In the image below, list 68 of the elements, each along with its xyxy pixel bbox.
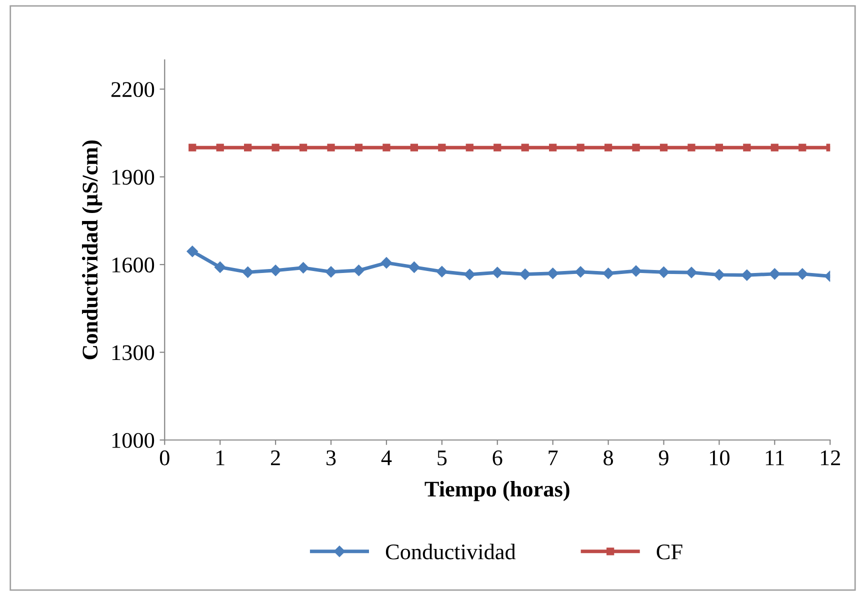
point [325, 266, 337, 278]
point [547, 268, 558, 279]
point [354, 144, 363, 152]
point [382, 144, 390, 152]
point [436, 266, 448, 278]
x-tick-label: 1 [216, 450, 224, 466]
point [298, 262, 309, 274]
x-tick-label: 0 [160, 450, 170, 466]
x-tick-label: 6 [492, 450, 502, 466]
point [714, 269, 725, 280]
x-tick-label: 4 [381, 450, 392, 466]
point [492, 266, 503, 278]
point [244, 144, 252, 152]
point [353, 264, 364, 276]
point [521, 144, 529, 152]
point [186, 246, 198, 258]
point [658, 266, 670, 278]
point [380, 257, 392, 268]
point [686, 266, 698, 278]
point [188, 144, 196, 152]
point [272, 144, 280, 152]
y-tick-label: 2200 [111, 82, 154, 98]
x-axis-title: Tiempo (horas) [424, 480, 570, 502]
point [798, 144, 806, 152]
x-tick-label: 5 [438, 450, 447, 466]
point [743, 144, 751, 152]
point [438, 144, 446, 152]
point [574, 266, 586, 278]
y-tick-label: 1000 [112, 432, 154, 448]
point [327, 144, 335, 152]
point [576, 144, 584, 152]
point [688, 144, 696, 152]
point [604, 144, 612, 152]
y-tick-label: 1900 [112, 170, 154, 185]
point [214, 262, 226, 273]
x-tick-label: 11 [766, 450, 784, 466]
point [769, 268, 780, 280]
point [270, 264, 282, 276]
point [660, 144, 668, 152]
x-tick-label: 10 [710, 450, 730, 466]
y-tick-label: 1600 [112, 258, 154, 272]
point [715, 144, 724, 152]
point [519, 268, 531, 280]
point [242, 266, 254, 278]
point [410, 144, 418, 152]
point [549, 144, 557, 152]
point [216, 144, 224, 152]
legend-label: CF [656, 544, 682, 560]
point [741, 269, 753, 281]
point [299, 144, 308, 152]
x-tick-label: 3 [326, 450, 336, 466]
point [408, 262, 420, 273]
point [464, 268, 476, 280]
point [632, 144, 640, 152]
point [466, 144, 474, 152]
x-tick-label: 9 [658, 450, 668, 466]
x-tick-label: 2 [270, 450, 280, 466]
x-tick-label: 12 [820, 450, 840, 466]
legend-label: Conductividad [386, 544, 516, 560]
point [494, 144, 502, 152]
point [770, 144, 778, 152]
y-axis-title: Conductividad (µS/cm) [82, 140, 102, 360]
point [630, 265, 642, 277]
point [602, 268, 614, 279]
x-tick-label: 8 [604, 450, 613, 466]
x-tick-label: 7 [548, 450, 558, 466]
point [796, 268, 808, 280]
y-tick-label: 1300 [112, 345, 154, 360]
